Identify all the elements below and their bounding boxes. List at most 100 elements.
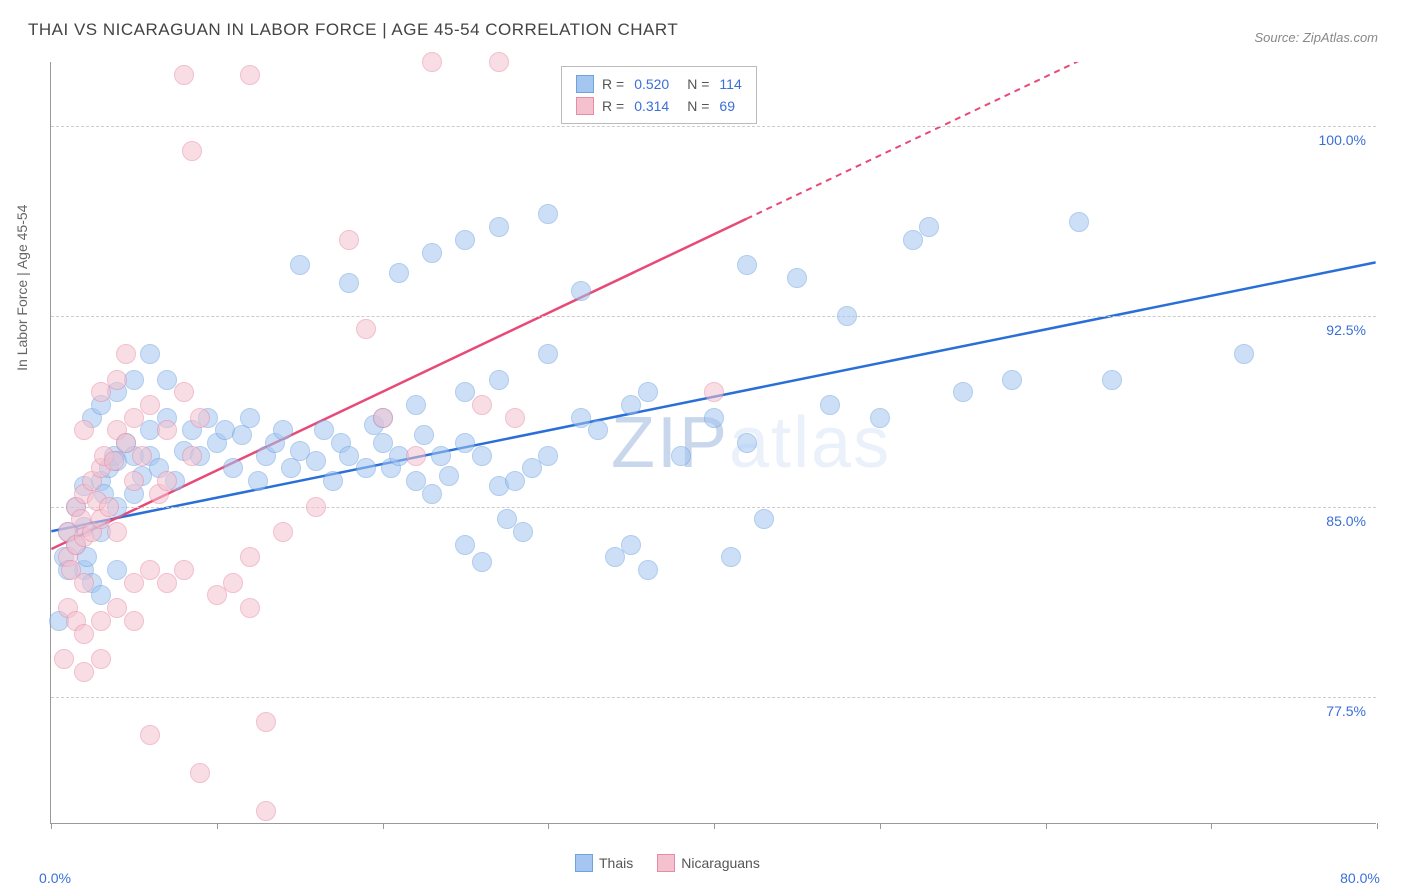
- thais-point: [754, 509, 774, 529]
- nicaraguans-point: [91, 382, 111, 402]
- nicaraguans-point: [240, 547, 260, 567]
- nicaraguans-point: [74, 573, 94, 593]
- nicaraguans-point: [223, 573, 243, 593]
- nicaraguans-point: [472, 395, 492, 415]
- thais-point: [953, 382, 973, 402]
- r-label: R =: [602, 98, 624, 114]
- thais-point: [638, 382, 658, 402]
- thais-point: [571, 281, 591, 301]
- thais-point: [671, 446, 691, 466]
- thais-point: [489, 217, 509, 237]
- gridline: [51, 126, 1376, 127]
- thais-point: [323, 471, 343, 491]
- thais-point: [903, 230, 923, 250]
- legend-label: Thais: [599, 855, 633, 871]
- x-tick: [714, 823, 715, 829]
- thais-point: [737, 255, 757, 275]
- nicaraguans-point: [256, 801, 276, 821]
- x-tick: [217, 823, 218, 829]
- series-legend: Thais Nicaraguans: [575, 854, 760, 872]
- nicaraguans-point: [107, 522, 127, 542]
- thais-point: [1234, 344, 1254, 364]
- nicaraguans-point: [306, 497, 326, 517]
- thais-point: [273, 420, 293, 440]
- nicaraguans-point: [240, 598, 260, 618]
- thais-point: [232, 425, 252, 445]
- thais-swatch-icon: [575, 854, 593, 872]
- thais-swatch: [576, 75, 594, 93]
- r-value: 0.520: [634, 76, 669, 92]
- nicaraguans-point: [190, 408, 210, 428]
- thais-point: [538, 344, 558, 364]
- nicaraguans-point: [373, 408, 393, 428]
- nicaraguans-swatch-icon: [657, 854, 675, 872]
- nicaraguans-point: [104, 451, 124, 471]
- nicaraguans-point: [74, 624, 94, 644]
- nicaraguans-point: [174, 65, 194, 85]
- nicaraguans-point: [99, 497, 119, 517]
- x-tick: [1211, 823, 1212, 829]
- x-tick: [1377, 823, 1378, 829]
- thais-point: [513, 522, 533, 542]
- nicaraguans-point: [54, 649, 74, 669]
- thais-point: [1069, 212, 1089, 232]
- thais-point: [638, 560, 658, 580]
- nicaraguans-point: [406, 446, 426, 466]
- nicaraguans-point: [140, 725, 160, 745]
- legend-row: R = 0.520 N = 114: [576, 73, 742, 95]
- thais-point: [414, 425, 434, 445]
- x-axis-max-label: 80.0%: [1340, 870, 1380, 886]
- thais-point: [389, 263, 409, 283]
- legend-label: Nicaraguans: [681, 855, 760, 871]
- thais-point: [1002, 370, 1022, 390]
- nicaraguans-point: [116, 344, 136, 364]
- y-tick-label: 85.0%: [1326, 513, 1366, 529]
- thais-point: [505, 471, 525, 491]
- correlation-legend: R = 0.520 N = 114 R = 0.314 N = 69: [561, 66, 757, 124]
- thais-point: [919, 217, 939, 237]
- nicaraguans-point: [182, 446, 202, 466]
- thais-point: [455, 535, 475, 555]
- thais-point: [1102, 370, 1122, 390]
- thais-point: [223, 458, 243, 478]
- nicaraguans-point: [124, 573, 144, 593]
- thais-point: [588, 420, 608, 440]
- thais-point: [621, 535, 641, 555]
- thais-point: [522, 458, 542, 478]
- nicaraguans-point: [124, 408, 144, 428]
- x-tick: [880, 823, 881, 829]
- thais-point: [240, 408, 260, 428]
- thais-point: [422, 484, 442, 504]
- thais-point: [837, 306, 857, 326]
- nicaraguans-point: [339, 230, 359, 250]
- nicaraguans-point: [256, 712, 276, 732]
- nicaraguans-point: [182, 141, 202, 161]
- thais-point: [455, 230, 475, 250]
- nicaraguans-point: [174, 560, 194, 580]
- nicaraguans-point: [107, 370, 127, 390]
- legend-item-nicaraguans: Nicaraguans: [657, 854, 760, 872]
- x-axis-min-label: 0.0%: [39, 870, 71, 886]
- chart-container: THAI VS NICARAGUAN IN LABOR FORCE | AGE …: [0, 0, 1406, 892]
- thais-point: [422, 243, 442, 263]
- nicaraguans-point: [140, 395, 160, 415]
- nicaraguans-point: [489, 52, 509, 72]
- nicaraguans-point: [273, 522, 293, 542]
- x-tick: [383, 823, 384, 829]
- legend-row: R = 0.314 N = 69: [576, 95, 742, 117]
- nicaraguans-point: [704, 382, 724, 402]
- nicaraguans-point: [422, 52, 442, 72]
- x-tick: [51, 823, 52, 829]
- thais-point: [787, 268, 807, 288]
- trend-lines: [51, 62, 1376, 823]
- nicaraguans-point: [157, 420, 177, 440]
- nicaraguans-point: [190, 763, 210, 783]
- r-value: 0.314: [634, 98, 669, 114]
- thais-point: [489, 370, 509, 390]
- nicaraguans-point: [174, 382, 194, 402]
- thais-point: [472, 552, 492, 572]
- y-tick-label: 92.5%: [1326, 322, 1366, 338]
- plot-area: ZIPatlas R = 0.520 N = 114 R = 0.314 N =…: [50, 62, 1376, 824]
- n-value: 114: [719, 76, 741, 92]
- thais-point: [621, 395, 641, 415]
